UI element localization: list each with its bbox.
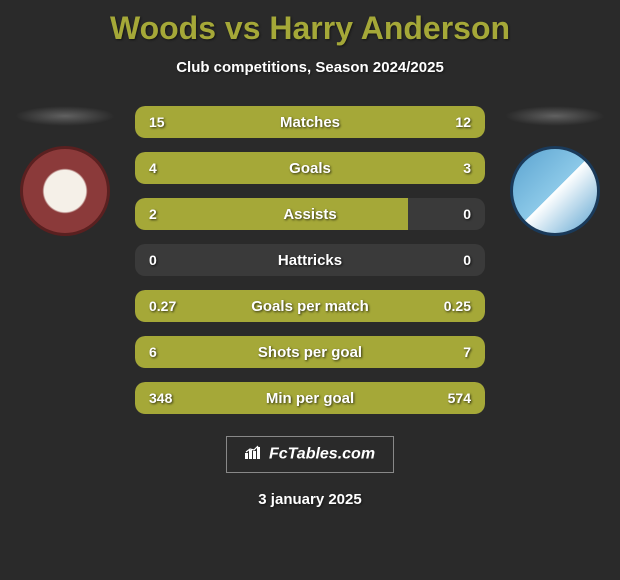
stat-value-right: 0.25 [444, 298, 471, 314]
stat-value-right: 574 [448, 390, 471, 406]
stat-label: Goals [289, 160, 331, 177]
date-text: 3 january 2025 [0, 491, 620, 508]
stat-value-left: 0 [149, 252, 157, 268]
comparison-content: 15 Matches 12 4 Goals 3 2 Assists 0 0 Hattricks 0 0.… [0, 106, 620, 428]
stat-label: Hattricks [278, 252, 342, 269]
stat-label: Shots per goal [258, 344, 362, 361]
footer: FcTables.com 3 january 2025 [0, 436, 620, 508]
stat-row: 15 Matches 12 [135, 106, 485, 138]
stat-row: 2 Assists 0 [135, 198, 485, 230]
stat-value-right: 0 [463, 252, 471, 268]
stat-label: Matches [280, 114, 340, 131]
bar-left [135, 198, 408, 230]
shadow-ellipse [505, 106, 605, 126]
stat-label: Min per goal [266, 390, 354, 407]
watermark-text: FcTables.com [269, 446, 375, 463]
stat-value-left: 4 [149, 160, 157, 176]
stat-row: 6 Shots per goal 7 [135, 336, 485, 368]
stat-value-left: 348 [149, 390, 172, 406]
subtitle: Club competitions, Season 2024/2025 [0, 59, 620, 76]
stat-value-left: 6 [149, 344, 157, 360]
stat-row: 4 Goals 3 [135, 152, 485, 184]
left-team-col [5, 106, 125, 428]
stat-row: 0.27 Goals per match 0.25 [135, 290, 485, 322]
right-team-col [495, 106, 615, 428]
left-team-badge [20, 146, 110, 236]
stat-row: 348 Min per goal 574 [135, 382, 485, 414]
stat-value-left: 0.27 [149, 298, 176, 314]
stat-label: Assists [283, 206, 336, 223]
stat-value-right: 12 [455, 114, 471, 130]
stat-value-left: 15 [149, 114, 165, 130]
shadow-ellipse [15, 106, 115, 126]
right-team-badge [510, 146, 600, 236]
stat-value-right: 0 [463, 206, 471, 222]
stat-value-right: 3 [463, 160, 471, 176]
page-title: Woods vs Harry Anderson [0, 0, 620, 47]
stat-value-right: 7 [463, 344, 471, 360]
watermark-box: FcTables.com [226, 436, 394, 473]
chart-icon [245, 445, 263, 464]
stat-row: 0 Hattricks 0 [135, 244, 485, 276]
stats-column: 15 Matches 12 4 Goals 3 2 Assists 0 0 Hattricks 0 0.… [125, 106, 495, 428]
stat-value-left: 2 [149, 206, 157, 222]
stat-label: Goals per match [251, 298, 369, 315]
